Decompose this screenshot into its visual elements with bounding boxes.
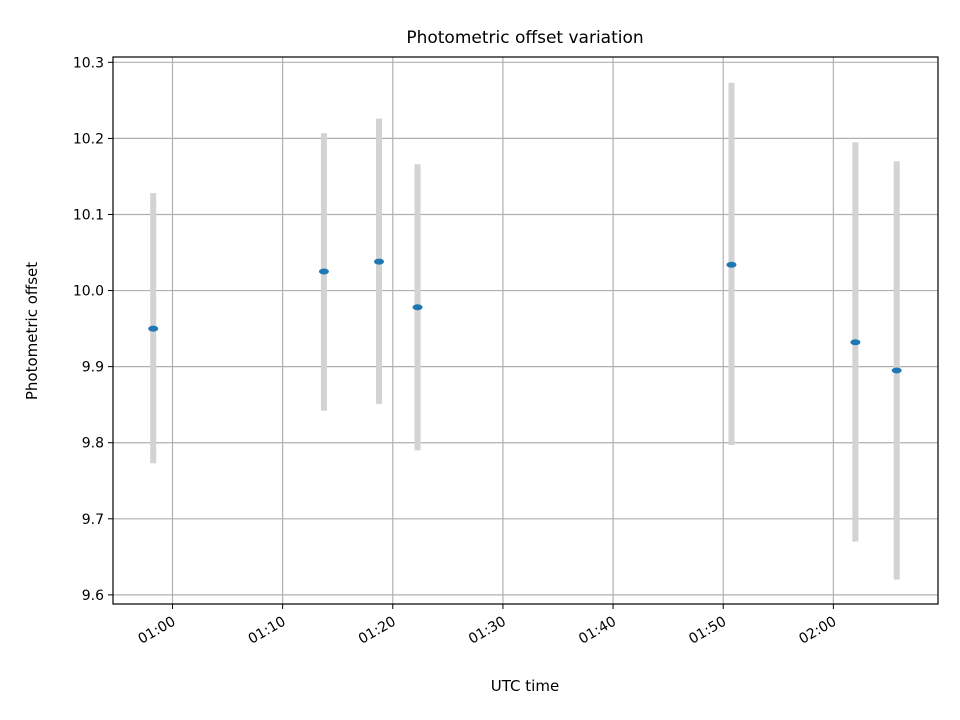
- y-tick-label: 9.9: [82, 360, 104, 376]
- x-tick-label: 01:20: [356, 614, 399, 648]
- data-point: [850, 339, 861, 346]
- x-tick-label: 01:10: [246, 614, 289, 648]
- error-bars: [150, 82, 900, 580]
- y-tick-label: 10.3: [73, 55, 104, 71]
- x-tick-label: 01:00: [136, 614, 179, 648]
- data-point: [726, 261, 737, 268]
- data-point: [891, 367, 902, 374]
- x-tick-label: 01:30: [466, 614, 509, 648]
- plot-frame: [112, 56, 939, 605]
- x-tick-label: 01:50: [686, 614, 729, 648]
- y-tick-label: 10.1: [73, 207, 104, 223]
- x-axis: 01:00 01:10 01:20 01:30 01:40 01:50 02:00: [136, 604, 839, 648]
- y-tick-label: 9.8: [82, 436, 104, 452]
- y-tick-label: 10.2: [73, 131, 104, 147]
- y-tick-label: 10.0: [73, 284, 104, 300]
- data-point: [148, 325, 159, 332]
- y-tick-label: 9.6: [82, 588, 104, 604]
- grid-lines: [113, 57, 938, 604]
- x-tick-label: 02:00: [796, 614, 839, 648]
- data-point: [374, 258, 385, 265]
- x-axis-label: UTC time: [491, 677, 559, 695]
- chart-title: Photometric offset variation: [406, 28, 643, 48]
- data-point: [318, 268, 329, 275]
- y-axis: 9.6 9.7 9.8 9.9 10.0 10.1 10.2 10.3: [73, 55, 113, 604]
- y-axis-label: Photometric offset: [23, 262, 41, 400]
- x-tick-label: 01:40: [576, 614, 619, 648]
- data-point: [412, 304, 423, 311]
- y-tick-label: 9.7: [82, 512, 104, 528]
- data-points: [148, 258, 902, 374]
